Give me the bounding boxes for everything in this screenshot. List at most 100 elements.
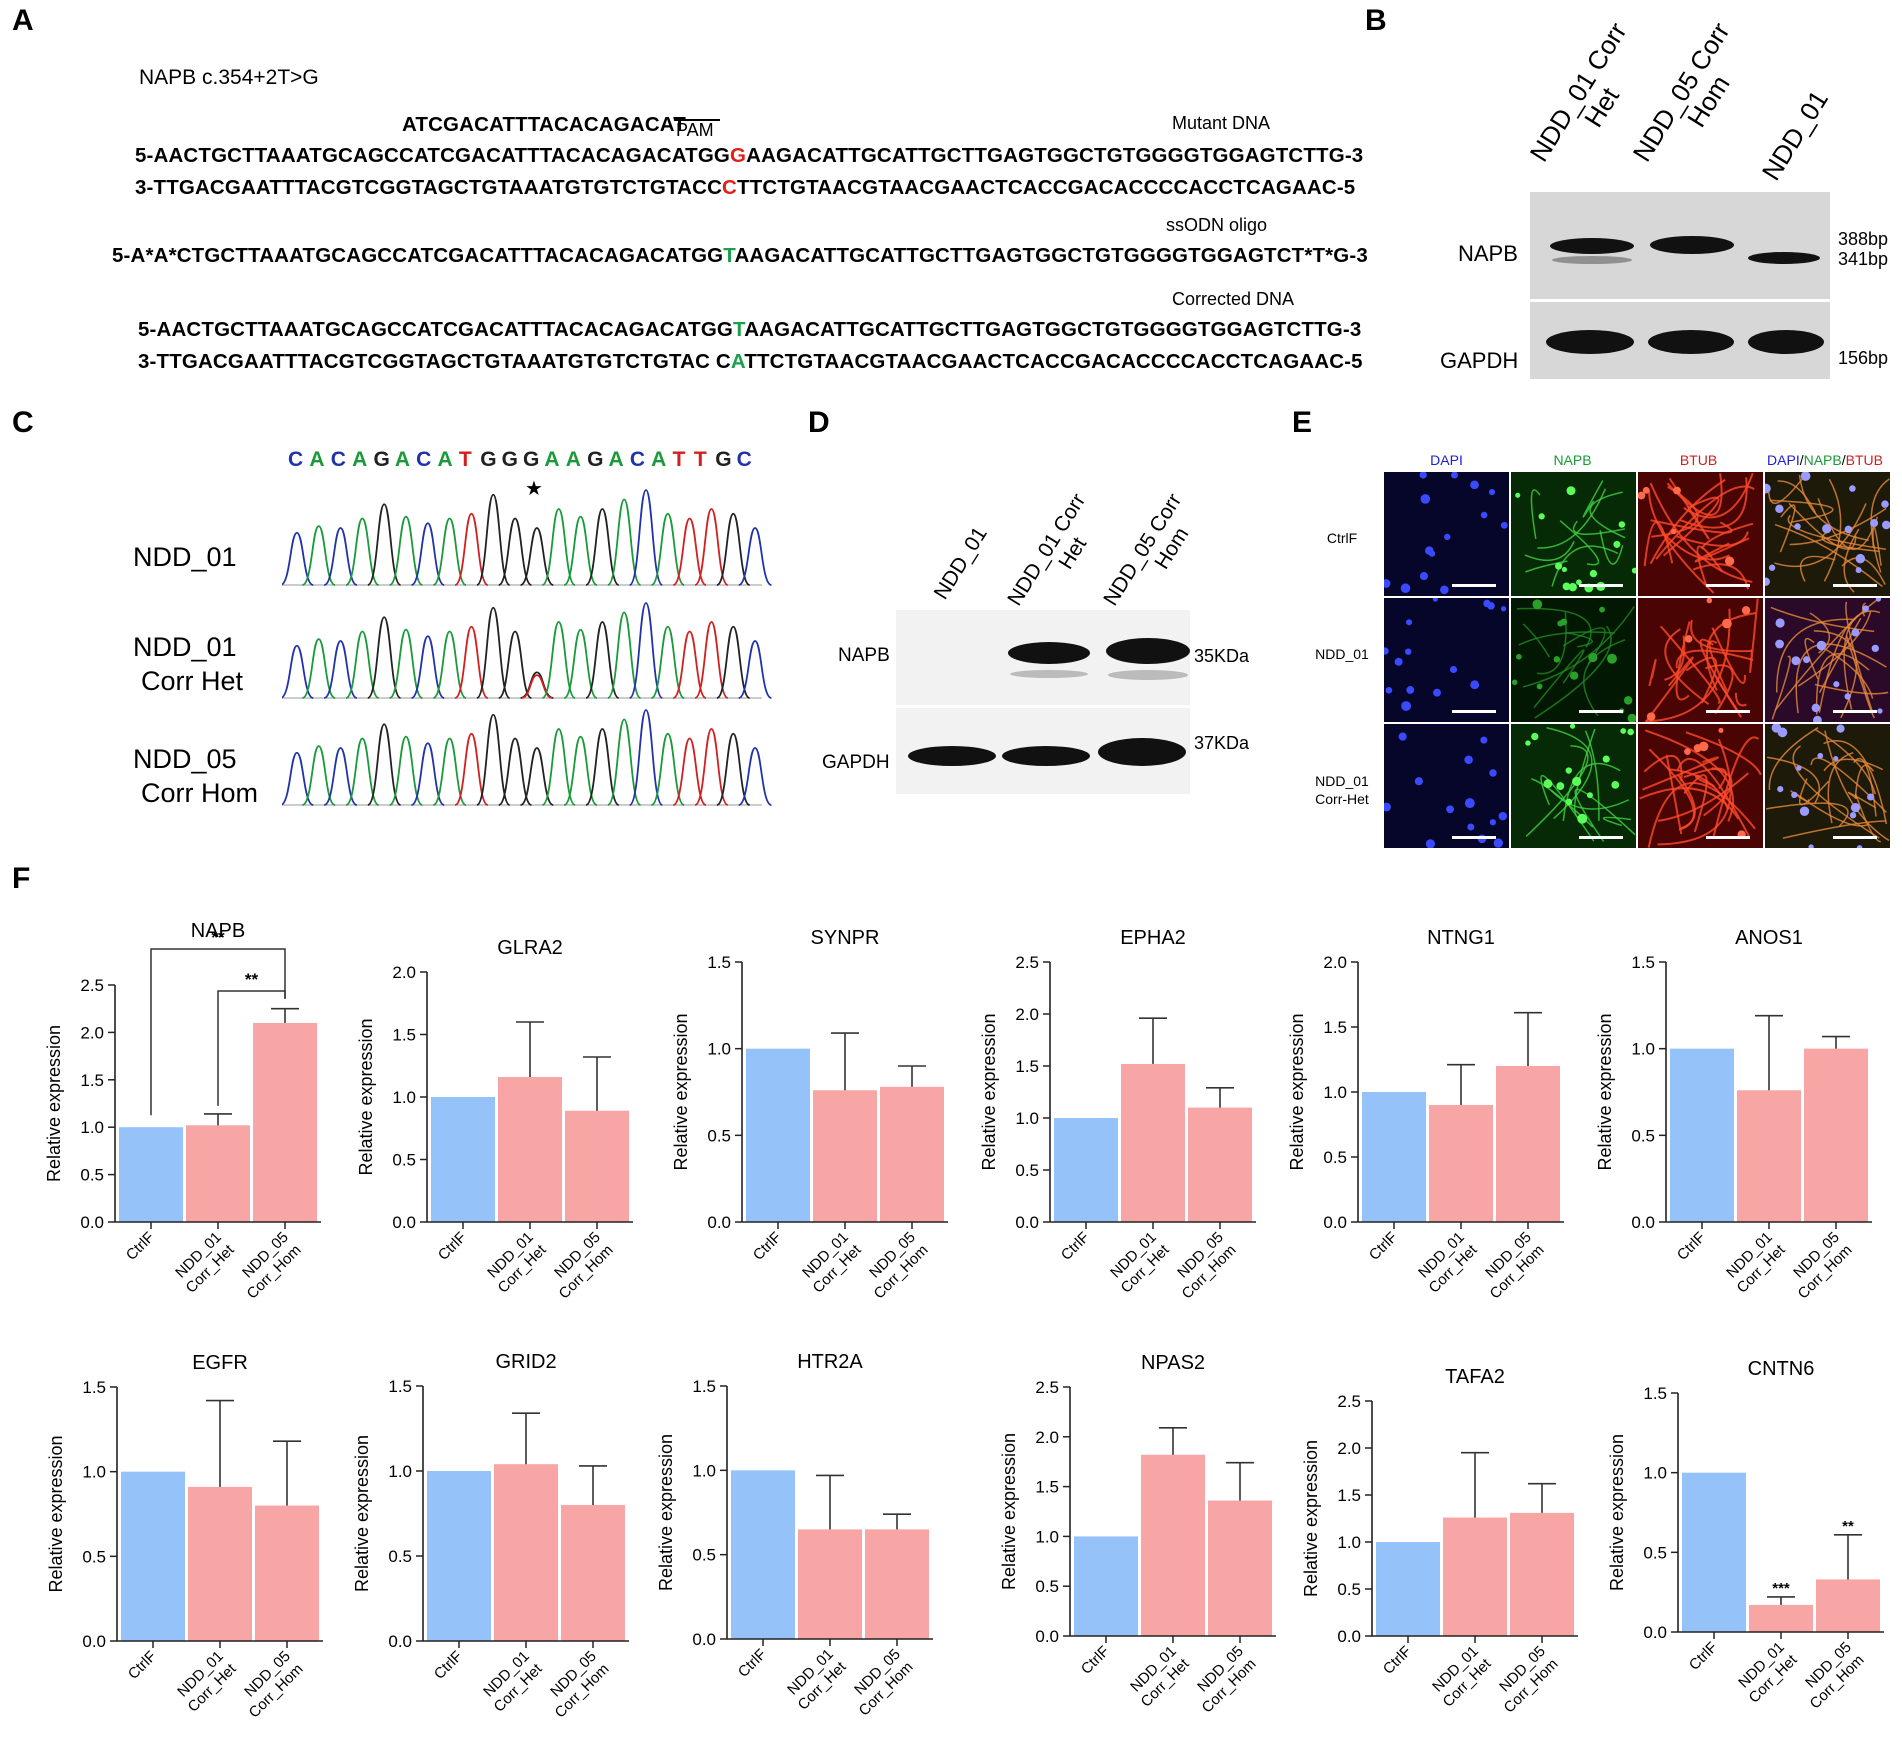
chromatogram-sample-label: NDD_01 Corr Het [133,632,244,696]
cell-nucleus [1775,618,1785,628]
neurite [1774,524,1883,588]
cell-nucleus [1855,567,1862,574]
bar-chart-napb: NAPB 0.0 0.5 1.0 1.5 2.0 2.5 Relative expressio… [44,920,321,1302]
if-image-cell [1511,598,1636,722]
mutant-dna-label: Mutant DNA [1172,113,1271,133]
neurite [1666,473,1723,516]
chromatogram-peak [672,630,707,699]
x-tick-label: NDD_01Corr_Het [172,1647,240,1715]
blot-lane-label: NDD_05 Corr Hom [1099,489,1194,610]
neurite [1845,635,1875,719]
y-tick-label: 1.0 [1631,1040,1655,1059]
chromatogram-peak [606,611,642,699]
gel-band [1648,330,1734,354]
cell-nucleus [1851,628,1860,637]
neurite [1768,727,1819,791]
chromatogram-peak [541,621,576,699]
neurite [1643,521,1674,567]
chromatogram-peak [585,508,620,586]
sequence-base: C [330,448,346,471]
y-tick-label: 2.0 [392,963,416,982]
cell-nucleus [1464,755,1473,765]
neurite [1814,728,1877,795]
neurite [1798,474,1869,541]
cell-nucleus [1543,779,1553,789]
cell-nucleus [1557,620,1564,627]
if-image [1525,724,1636,842]
bar [1670,1048,1734,1222]
bar [880,1086,944,1222]
cell-nucleus [1833,681,1840,688]
y-tick-label: 1.5 [1631,953,1655,972]
blot-band [908,746,996,766]
cell-nucleus [1725,556,1735,566]
y-tick-label: 0.0 [1643,1623,1667,1642]
x-tick-label: NDD_01Corr_Het [482,1228,550,1296]
y-tick-label: 1.5 [1323,1018,1347,1037]
blot-lane-label: NDD_01 [929,522,992,604]
bar [121,1471,185,1641]
neurite [1777,480,1817,513]
chromatogram-peak [366,503,402,586]
mutation-star: ★ [525,478,543,500]
y-tick-label: 2.0 [1337,1439,1361,1458]
bar [255,1505,319,1641]
neurite [1645,608,1731,722]
cell-nucleus [1493,838,1503,848]
neurite [1679,477,1748,529]
chromatogram-peak [738,527,772,586]
neurite [1645,656,1694,722]
neurite [1518,631,1615,646]
bar [1496,1066,1560,1222]
sequence-base: T [672,448,686,471]
y-tick-label: 0.5 [1643,1543,1667,1562]
bar [1208,1500,1272,1636]
panel-c-label: C [12,406,34,439]
significance-bracket [217,990,286,1106]
chart-title: EGFR [192,1352,248,1374]
cell-nucleus [1480,511,1488,519]
cell-nucleus [1464,798,1475,809]
y-tick-label: 1.0 [1643,1464,1667,1483]
x-tick-label: CtrlF [1366,1229,1401,1264]
cell-nucleus [1646,712,1656,721]
neurite [1685,656,1718,704]
chromatogram-sample-label: NDD_05 Corr Hom [133,744,259,808]
chromatogram-peak [345,630,380,699]
if-row-label: CtrlF [1326,530,1358,546]
neurite [1855,794,1882,843]
y-axis-label: Relative expression [1607,1434,1627,1591]
y-tick-label: 2.0 [1015,1005,1039,1024]
cell-nucleus [1791,656,1801,666]
sequence-base: G [715,448,732,471]
chromatogram-peak [410,635,445,699]
x-tick-label: CtrlF [735,1646,770,1681]
chart-title: ANOS1 [1735,927,1803,949]
cell-nucleus [1467,823,1475,831]
y-tick-label: 0.5 [82,1547,106,1566]
chromatogram-peak [498,517,532,586]
neurite [1789,507,1887,546]
neurite [1696,545,1724,586]
chart-title: CNTN6 [1748,1358,1815,1380]
x-tick-label: NDD_05Corr_Hom [1794,1639,1868,1713]
cell-nucleus [1489,769,1497,777]
neurite [1749,598,1759,674]
y-tick-label: 0.0 [392,1213,416,1232]
bar [1443,1517,1507,1636]
cell-nucleus [1775,504,1784,514]
neurite [1787,514,1886,550]
cell-nucleus [1794,523,1801,530]
gel-band [1748,252,1820,264]
gel-divider [1530,299,1830,302]
chart-title: TAFA2 [1445,1366,1505,1388]
cell-nucleus [1433,688,1441,697]
neurite [1774,599,1877,711]
cell-nucleus [1599,606,1605,613]
bar [1682,1472,1746,1632]
neurite [1550,789,1630,810]
y-tick-label: 2.0 [1323,953,1347,972]
neurite [1818,610,1881,713]
cell-nucleus [1822,524,1832,534]
x-tick-label: CtrlF [1058,1229,1093,1264]
